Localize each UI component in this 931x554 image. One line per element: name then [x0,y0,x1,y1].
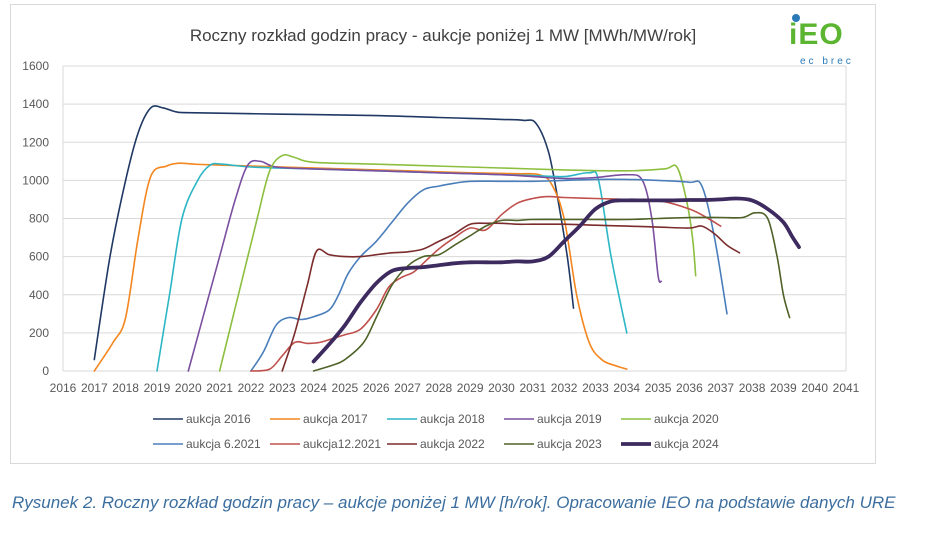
legend-label: aukcja 2019 [537,412,602,426]
x-tick-label: 2020 [175,381,202,395]
series-line-7 [281,222,741,372]
y-tick-label: 1200 [22,135,49,149]
x-tick-label: 2034 [613,381,640,395]
logo-subtext: ec brec [800,56,854,67]
series-line-5 [250,178,728,372]
y-tick-label: 1000 [22,173,49,187]
x-tick-label: 2031 [519,381,546,395]
x-tick-label: 2023 [269,381,296,395]
y-axis-ticks: 0 200 400 600 800 1000 1200 1400 1600 [22,59,49,378]
x-tick-label: 2019 [144,381,171,395]
x-axis-ticks: 2016 2017 2018 2019 2020 2021 2022 2023 2024 2025… [50,381,860,395]
logo-dot-icon [792,14,800,22]
series-line-4 [218,154,697,372]
line-chart: Roczny rozkład godzin pracy - aukcje pon… [22,26,860,451]
x-tick-label: 2035 [645,381,672,395]
legend-label: aukcja 6.2021 [186,437,261,451]
figure-caption: Rysunek 2. Roczny rozkład godzin pracy –… [12,493,896,512]
x-tick-label: 2032 [551,381,578,395]
x-tick-label: 2025 [332,381,359,395]
y-tick-label: 200 [29,326,49,340]
legend-label: aukcja 2017 [303,412,368,426]
y-tick-label: 800 [29,212,49,226]
x-tick-label: 2021 [206,381,233,395]
x-tick-label: 2027 [394,381,421,395]
x-tick-label: 2022 [238,381,265,395]
x-tick-label: 2040 [801,381,828,395]
series-line-9 [311,196,801,364]
x-tick-label: 2029 [457,381,484,395]
chart-frame [10,4,876,464]
series-lines [93,105,801,372]
x-tick-label: 2030 [488,381,515,395]
ieo-logo: iEO ec brec [789,14,854,67]
legend: aukcja 2016 aukcja 2017 aukcja 2018 aukcja … [153,412,719,451]
y-tick-label: 0 [42,364,49,378]
legend-label: aukcja 2016 [186,412,251,426]
x-tick-label: 2033 [582,381,609,395]
legend-label: aukcja 2020 [654,412,719,426]
x-tick-label: 2016 [50,381,77,395]
x-tick-label: 2037 [707,381,734,395]
x-tick-label: 2036 [676,381,703,395]
y-tick-label: 400 [29,288,49,302]
x-tick-label: 2028 [425,381,452,395]
x-tick-label: 2018 [112,381,139,395]
x-tick-label: 2024 [300,381,327,395]
legend-label: aukcja 2018 [420,412,485,426]
series-line-1 [93,162,628,372]
x-tick-label: 2017 [81,381,108,395]
y-tick-label: 600 [29,250,49,264]
legend-label: aukcja 2024 [654,437,719,451]
legend-label: aukcja 2023 [537,437,602,451]
x-tick-label: 2039 [770,381,797,395]
x-tick-label: 2041 [833,381,860,395]
y-tick-label: 1600 [22,59,49,73]
x-tick-label: 2038 [739,381,766,395]
y-tick-label: 1400 [22,97,49,111]
x-tick-label: 2026 [363,381,390,395]
chart-title: Roczny rozkład godzin pracy - aukcje pon… [190,26,696,45]
series-line-6 [250,195,722,372]
series-line-0 [93,105,575,361]
series-line-8 [312,211,791,372]
logo-text: iEO [789,18,844,51]
grid-lines [62,65,847,372]
legend-label: aukcja 2022 [420,437,485,451]
legend-label: aukcja12.2021 [303,437,381,451]
